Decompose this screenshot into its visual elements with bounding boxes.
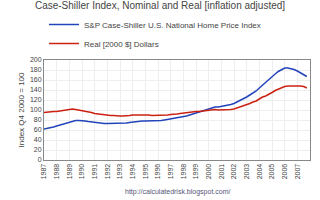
svg-text:1992: 1992: [104, 164, 111, 180]
svg-text:1991: 1991: [91, 164, 98, 180]
svg-text:20: 20: [34, 146, 42, 153]
svg-text:120: 120: [30, 96, 42, 103]
svg-text:http://calculatedrisk.blogspot: http://calculatedrisk.blogspot.com/: [125, 188, 230, 196]
svg-text:100: 100: [30, 106, 42, 113]
svg-text:160: 160: [30, 76, 42, 83]
svg-text:2000: 2000: [205, 164, 212, 180]
svg-text:1996: 1996: [154, 164, 161, 180]
svg-text:1999: 1999: [192, 164, 199, 180]
svg-text:1990: 1990: [78, 164, 85, 180]
svg-text:60: 60: [34, 126, 42, 133]
svg-text:180: 180: [30, 66, 42, 73]
svg-text:1997: 1997: [167, 164, 174, 180]
svg-text:0: 0: [38, 156, 42, 163]
svg-text:2002: 2002: [230, 164, 237, 180]
svg-text:2006: 2006: [281, 164, 288, 180]
svg-text:Index Q4 2000 = 100: Index Q4 2000 = 100: [17, 72, 26, 148]
svg-text:1987: 1987: [40, 164, 47, 180]
svg-text:2007: 2007: [294, 164, 301, 180]
svg-text:2001: 2001: [218, 164, 225, 180]
svg-text:1994: 1994: [129, 164, 136, 180]
svg-text:1998: 1998: [180, 164, 187, 180]
svg-text:80: 80: [34, 116, 42, 123]
svg-text:1995: 1995: [142, 164, 149, 180]
svg-text:2003: 2003: [243, 164, 250, 180]
svg-text:2005: 2005: [268, 164, 275, 180]
svg-text:1993: 1993: [116, 164, 123, 180]
svg-text:Case-Shiller Index, Nominal an: Case-Shiller Index, Nominal and Real [in…: [35, 0, 285, 11]
svg-text:140: 140: [30, 86, 42, 93]
svg-text:40: 40: [34, 136, 42, 143]
svg-text:1988: 1988: [53, 164, 60, 180]
svg-text:200: 200: [30, 56, 42, 63]
svg-text:2004: 2004: [256, 164, 263, 180]
svg-text:S&P Case-Shiller U.S. National: S&P Case-Shiller U.S. National Home Pric…: [84, 21, 261, 30]
svg-text:1989: 1989: [66, 164, 73, 180]
svg-text:Real [2000 $] Dollars: Real [2000 $] Dollars: [84, 40, 159, 49]
